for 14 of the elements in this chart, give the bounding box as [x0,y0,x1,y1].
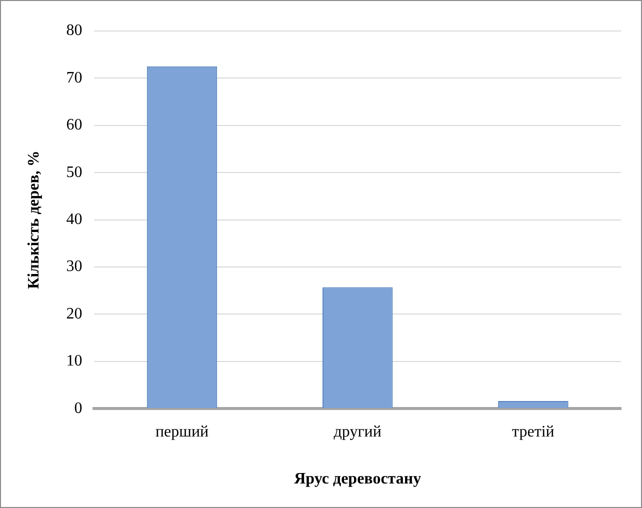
y-tick-label: 70 [66,69,82,86]
y-tick-label: 10 [66,352,82,370]
y-tick-label: 20 [66,305,82,322]
y-tick-label: 60 [66,116,82,134]
x-tick-label: перший [155,423,209,440]
y-tick-label: 0 [74,400,82,417]
y-axis-title: Кількість дерев, % [26,150,43,290]
x-tick-label: другий [334,423,382,440]
y-tick-label: 80 [66,22,82,40]
y-tick-label: 30 [66,258,82,276]
y-tick-label: 40 [66,211,82,228]
x-axis-title: Ярус деревостану [294,470,422,488]
y-tick-label: 50 [66,164,82,181]
x-tick-label: третій [512,423,555,440]
